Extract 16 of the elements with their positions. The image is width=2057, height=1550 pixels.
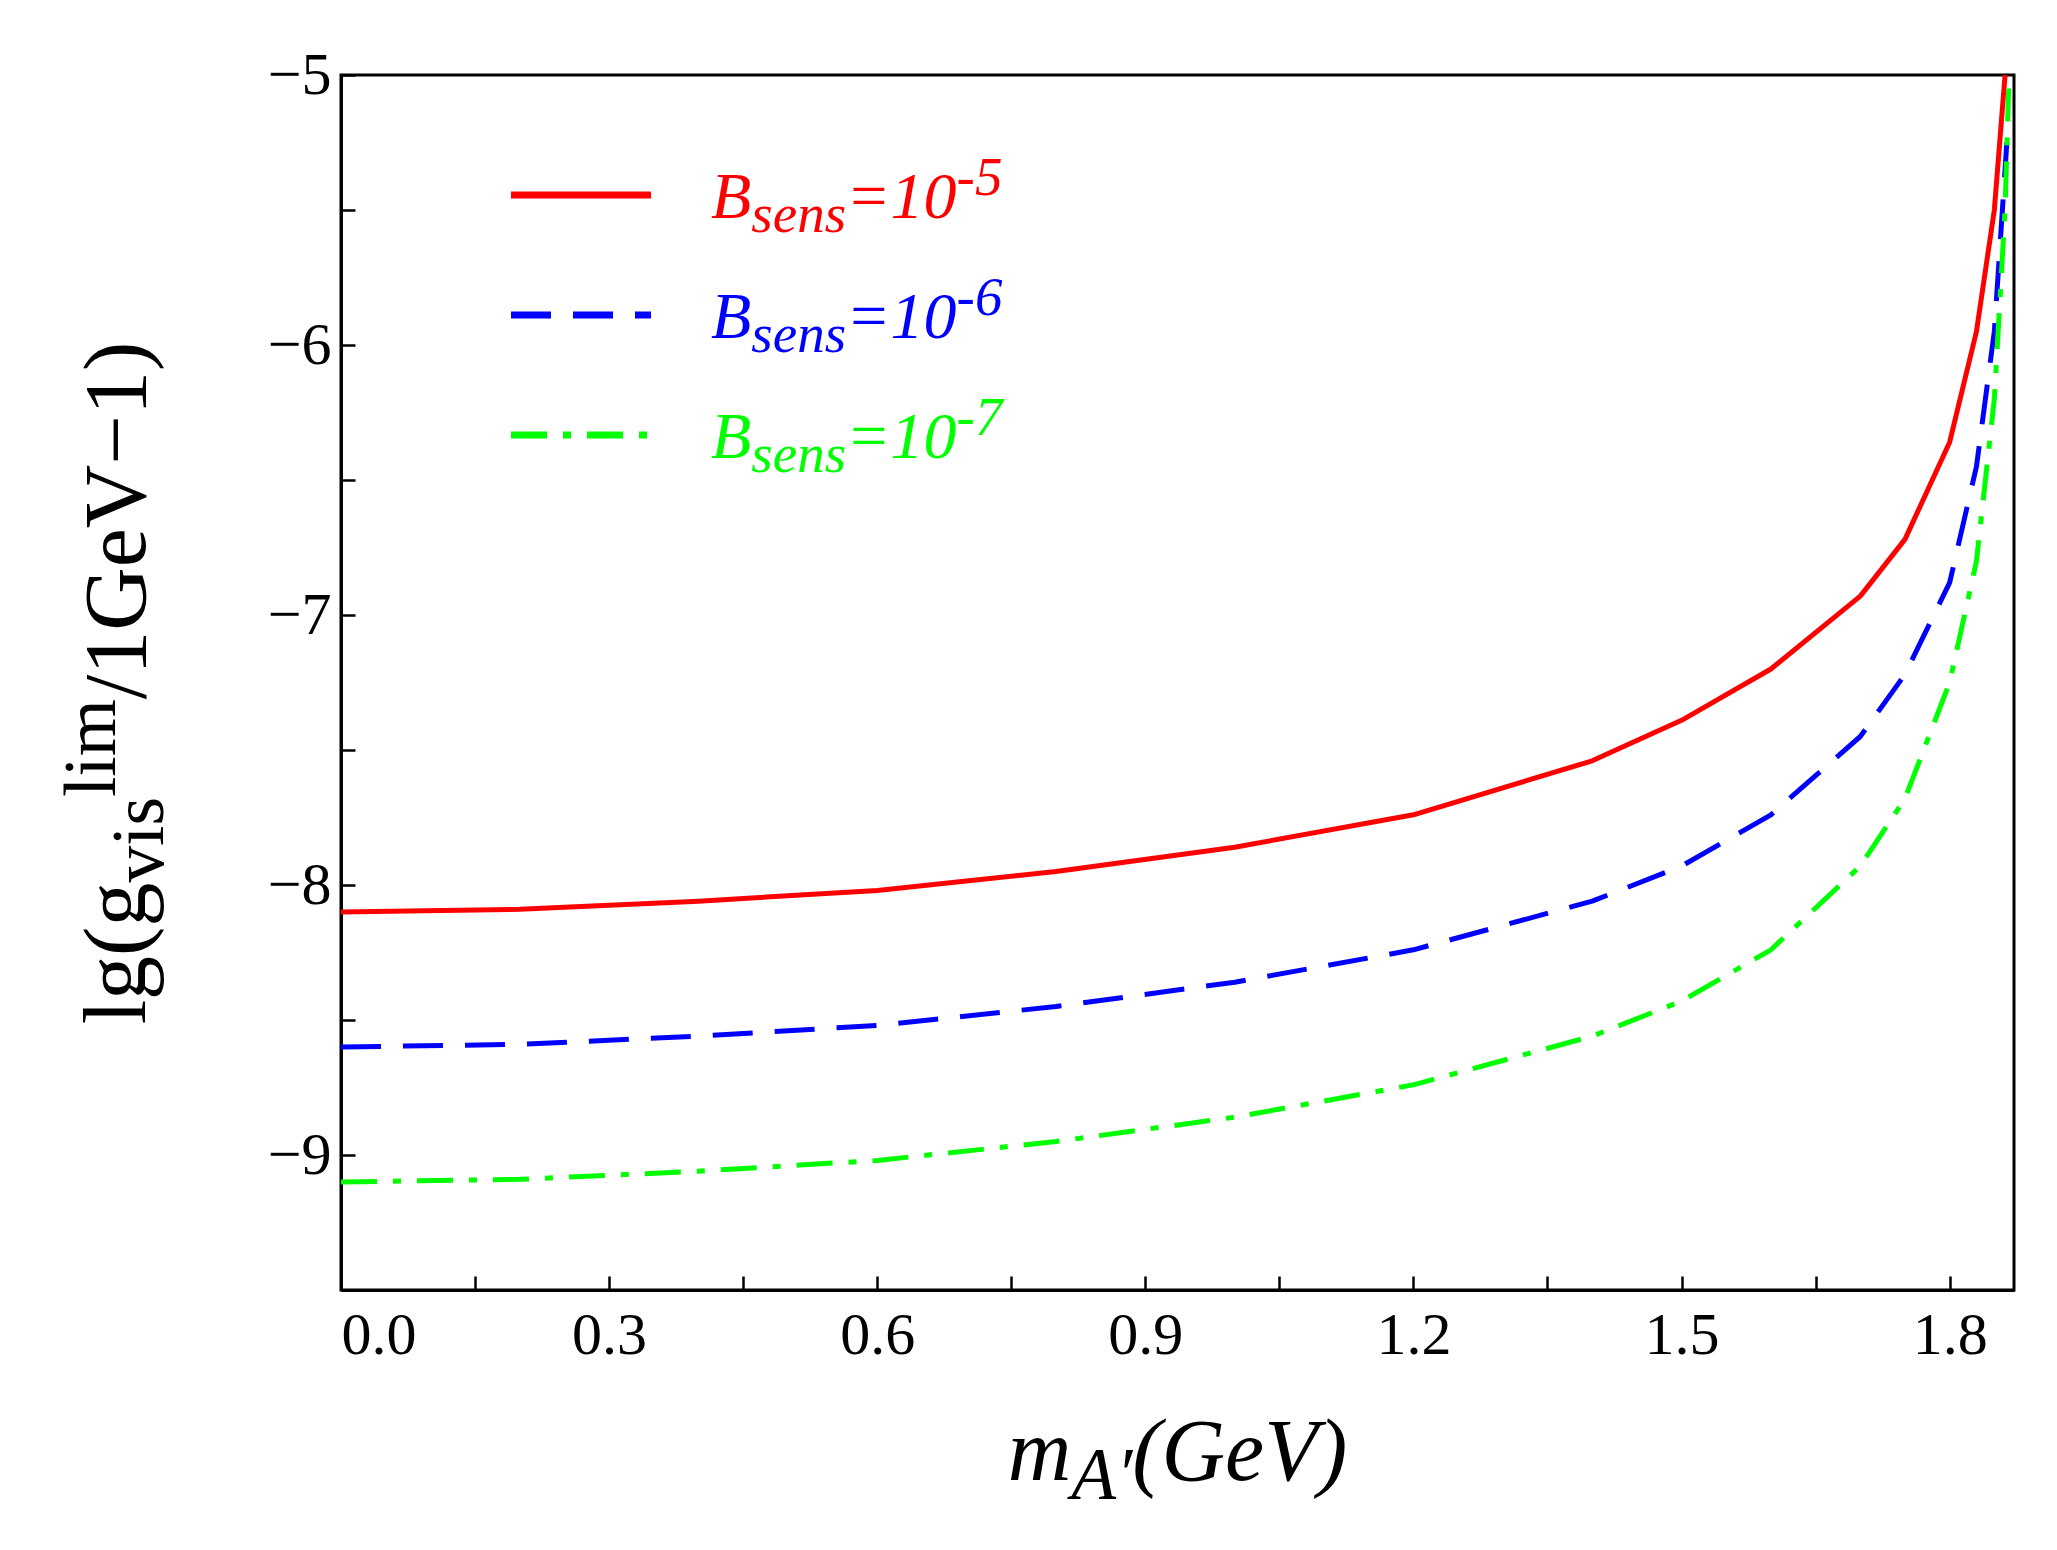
x-tick-label: 0.9 <box>1108 1300 1184 1367</box>
legend-label: B$_{sens}$=10$^{-6}$ <box>711 264 1003 366</box>
x-tick-label: 0.3 <box>572 1300 648 1367</box>
y-tick-label: −9 <box>267 1120 332 1187</box>
x-tick-label: 1.2 <box>1376 1300 1452 1367</box>
y-tick-label: −5 <box>267 40 332 107</box>
x-tick-label: 1.8 <box>1912 1300 1988 1367</box>
y-tick-label: −7 <box>267 580 332 647</box>
legend-label: B$_{sens}$=10$^{-5}$ <box>711 144 1003 246</box>
y-tick-label: −8 <box>267 850 332 917</box>
legend-label: B$_{sens}$=10$^{-7}$ <box>711 384 1003 486</box>
x-tick-label: 0.0 <box>341 1300 417 1367</box>
x-axis-title: m$_{A′}$(GeV) <box>1007 1401 1348 1517</box>
y-tick-label: −6 <box>267 310 332 377</box>
x-tick-label: 1.5 <box>1644 1300 1720 1367</box>
x-tick-label: 0.6 <box>840 1300 916 1367</box>
